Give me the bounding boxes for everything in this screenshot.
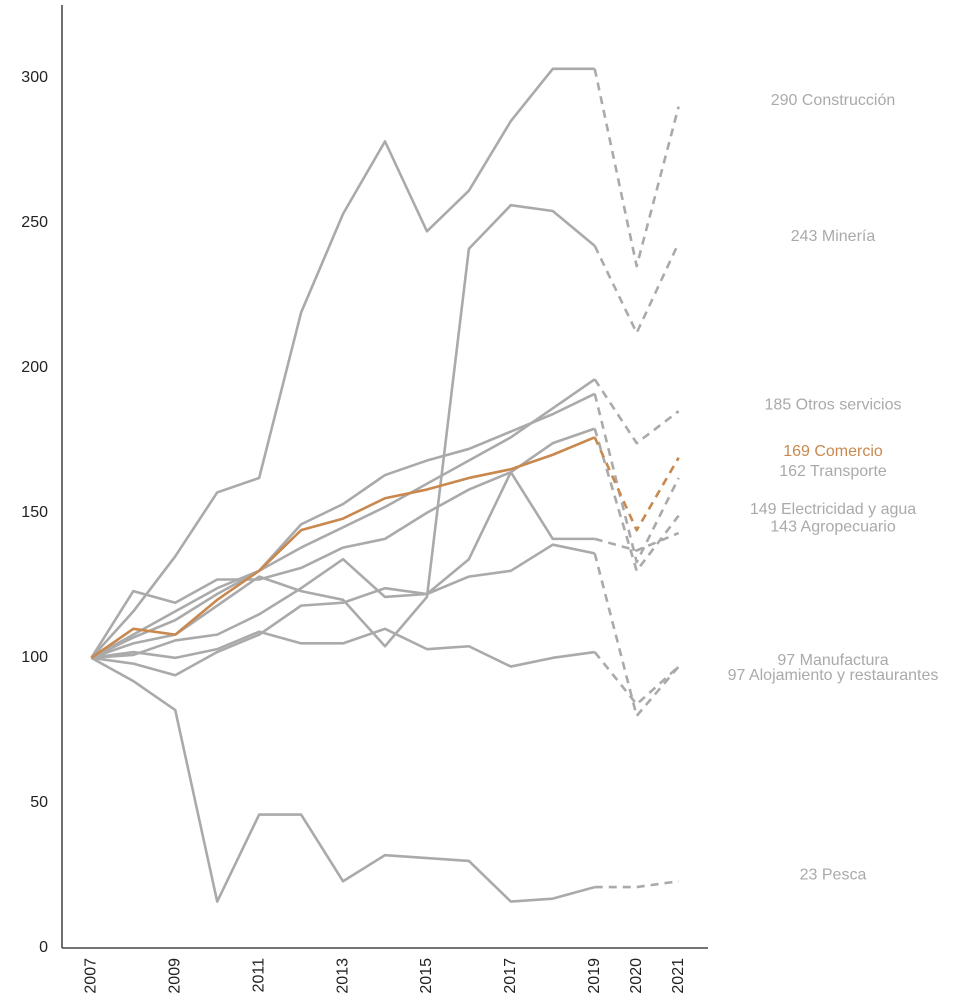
series-label: 143 Agropecuario — [770, 518, 896, 535]
line-projection — [593, 378, 680, 445]
x-tick-label: 2015 — [418, 958, 435, 994]
x-tick-label: 2020 — [628, 958, 645, 994]
y-tick-label: 200 — [21, 359, 48, 376]
x-tick-label: 2017 — [502, 958, 519, 994]
line-solid — [90, 656, 596, 903]
y-tick-label: 150 — [21, 504, 48, 521]
line-solid — [90, 392, 596, 660]
x-tick-label: 2013 — [334, 958, 351, 994]
line-solid — [91, 470, 595, 660]
x-tick-label: 2011 — [250, 958, 267, 993]
series-label: 290 Construcción — [771, 92, 896, 109]
line-projection — [594, 531, 680, 552]
series-label: 97 Alojamiento y restaurantes — [728, 667, 939, 684]
line-solid — [91, 543, 596, 677]
line-projection — [593, 436, 680, 532]
line-projection — [593, 651, 680, 706]
series-label: 243 Minería — [791, 228, 876, 245]
series-label: 23 Pesca — [800, 866, 867, 883]
line-projection — [593, 242, 680, 335]
x-tick-label: 2009 — [166, 958, 183, 994]
series-label: 162 Transporte — [779, 463, 887, 480]
series-label: 149 Electricidad y agua — [750, 501, 916, 518]
y-tick-label: 0 — [39, 939, 48, 956]
line-solid — [91, 627, 595, 668]
line-projection — [594, 879, 679, 889]
y-tick-label: 250 — [21, 214, 48, 231]
y-tick-label: 300 — [21, 69, 48, 86]
x-tick-label: 2021 — [670, 958, 687, 994]
x-tick-label: 2007 — [83, 958, 100, 994]
y-tick-label: 100 — [21, 649, 48, 666]
line-projection — [593, 428, 680, 573]
line-solid — [90, 378, 596, 659]
line-solid — [90, 67, 595, 659]
series-label: 97 Manufactura — [777, 652, 888, 669]
x-tick-label: 2019 — [586, 958, 603, 994]
series-label: 185 Otros servicios — [765, 396, 902, 413]
line-projection — [593, 393, 680, 564]
line-projection — [593, 553, 680, 718]
series-label: 169 Comercio — [783, 443, 883, 460]
y-tick-label: 50 — [30, 794, 48, 811]
line-solid — [90, 436, 596, 659]
line-projection — [593, 68, 680, 268]
